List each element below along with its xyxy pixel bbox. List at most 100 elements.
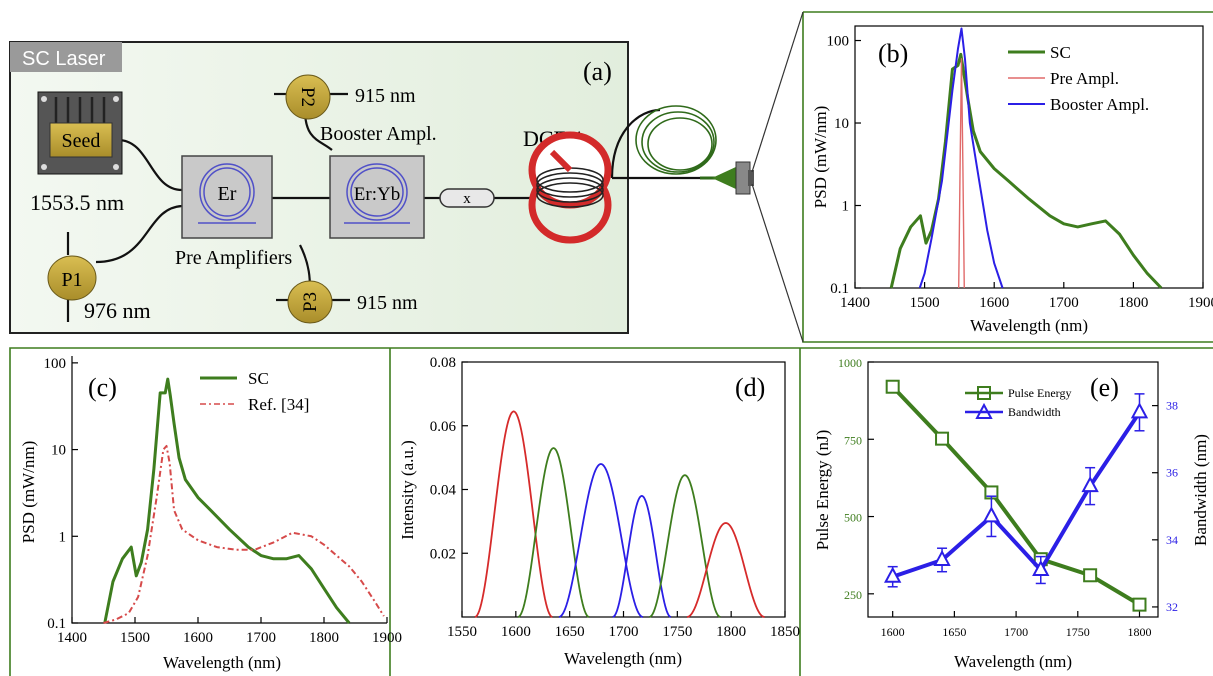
spectrum-line-1 xyxy=(474,410,553,618)
p2-label: P2 xyxy=(297,87,318,107)
pre-amplifiers-label: Pre Amplifiers xyxy=(175,247,292,269)
spectrum-line-6 xyxy=(686,522,765,618)
legend-sc: SC xyxy=(1050,43,1071,62)
marker-square xyxy=(935,431,950,446)
x-tick-label: 1700 xyxy=(1004,625,1028,639)
screw-icon xyxy=(41,96,47,102)
series-line-pre-ampl- xyxy=(958,58,965,289)
y-tick-label: 0.1 xyxy=(830,281,849,297)
x-tick-label: 1600 xyxy=(183,630,213,646)
series-line-bandwidth xyxy=(892,411,1142,579)
zoom-line-top xyxy=(751,11,804,173)
marker-square xyxy=(1132,597,1147,612)
x-tick-label: 1600 xyxy=(881,625,905,639)
x-tick-label: 1700 xyxy=(609,624,639,640)
y-tick-label: 0.1 xyxy=(47,616,66,632)
p2-wavelength: 915 nm xyxy=(355,85,416,107)
marker-triangle xyxy=(1032,559,1050,577)
chart-e-xlabel: Wavelength (nm) xyxy=(954,652,1072,671)
chart-b-axes-box xyxy=(854,25,1204,289)
lower-frame xyxy=(9,347,1213,676)
legend-pre-ampl: Pre Ampl. xyxy=(1050,69,1119,88)
chart-b-ylabel: PSD (mW/nm) xyxy=(811,106,830,208)
marker-triangle xyxy=(933,549,951,566)
series-line-pulse-energy xyxy=(891,385,1141,607)
x-tick-label: 1700 xyxy=(1049,295,1079,311)
booster-label: Booster Ampl. xyxy=(320,123,437,145)
collimator xyxy=(712,166,738,190)
y-tick-label: 0.02 xyxy=(430,546,456,562)
x-tick-label: 1650 xyxy=(555,624,585,640)
p1-wavelength: 976 nm xyxy=(84,298,151,323)
sc-laser-title-box xyxy=(10,42,122,72)
panel-a-label: (a) xyxy=(583,57,612,86)
chart-d-ylabel: Intensity (a.u.) xyxy=(398,440,417,540)
marker-square xyxy=(885,379,900,394)
series-line-ref-34- xyxy=(103,444,385,624)
screw-icon xyxy=(41,164,47,170)
p3-label: P3 xyxy=(300,292,321,312)
y-tick-label: 500 xyxy=(844,511,862,525)
x-tick-label: 1500 xyxy=(120,630,150,646)
panel-a: SC Laser (a) Seed xyxy=(9,41,754,334)
x-tick-label: 1600 xyxy=(979,295,1009,311)
dcf-spool xyxy=(528,131,612,244)
seed-label: Seed xyxy=(62,130,101,152)
seed-wavelength: 1553.5 nm xyxy=(30,190,124,215)
y2-tick-label: 36 xyxy=(1166,466,1178,480)
y-tick-label: 1 xyxy=(59,529,67,545)
x-tick-label: 1700 xyxy=(246,630,276,646)
x-tick-label: 1750 xyxy=(662,624,692,640)
x-tick-label: 1650 xyxy=(942,625,966,639)
y2-tick-label: 34 xyxy=(1166,533,1178,547)
panel-d-label: (d) xyxy=(735,373,765,402)
x-tick-label: 1400 xyxy=(840,295,870,311)
chart-e-legend: Pulse Energy Bandwidth xyxy=(965,386,1071,419)
series-line-booster-ampl- xyxy=(918,27,1004,289)
marker-triangle xyxy=(1081,476,1099,493)
chart-c-xlabel: Wavelength (nm) xyxy=(163,653,281,672)
pump-p3 xyxy=(287,280,333,324)
y-tick-label: 1 xyxy=(842,199,850,215)
x-tick-label: 1400 xyxy=(57,630,87,646)
legend-pulse-energy: Pulse Energy xyxy=(1008,386,1071,400)
zoom-line-bottom xyxy=(751,183,804,343)
chart-d-xlabel: Wavelength (nm) xyxy=(564,649,682,668)
sc-laser-title: SC Laser xyxy=(22,48,106,70)
marker-triangle xyxy=(1130,402,1149,419)
x-tick-label: 1550 xyxy=(447,624,477,640)
x-tick-label: 1800 xyxy=(1118,295,1148,311)
pump-p2 xyxy=(285,74,331,120)
x-tick-label: 1800 xyxy=(716,624,746,640)
panel-b-frame xyxy=(802,11,1213,343)
marker-triangle xyxy=(884,566,902,583)
er-label: Er xyxy=(218,183,237,205)
series-line-sc xyxy=(103,377,351,624)
x-tick-label: 1800 xyxy=(309,630,339,646)
chart-c-ylabel: PSD (mW/nm) xyxy=(19,441,38,543)
screw-icon xyxy=(113,164,119,170)
y-tick-label: 0.04 xyxy=(430,483,457,499)
chart-e: (e) 1600 1650 1700 1750 1800 250 500 750 1000 32 3… xyxy=(813,356,1210,671)
y-tick-label: 10 xyxy=(834,116,849,132)
y2-tick-label: 38 xyxy=(1166,399,1178,413)
legend-bandwidth: Bandwidth xyxy=(1008,405,1061,419)
chart-c-legend: SC Ref. [34] xyxy=(200,369,309,414)
chart-c-axes xyxy=(71,356,387,624)
legend-ref34: Ref. [34] xyxy=(248,395,309,414)
x-tick-label: 1900 xyxy=(1188,295,1213,311)
panel-c-label: (c) xyxy=(88,373,117,402)
y-tick-label: 100 xyxy=(827,34,850,50)
p1-label: P1 xyxy=(61,269,82,291)
isolator-label: x xyxy=(463,191,471,207)
spectrum-line-2 xyxy=(517,447,590,618)
spectrum-line-5 xyxy=(649,474,721,618)
x-tick-label: 1850 xyxy=(770,624,800,640)
marker-triangle xyxy=(982,506,1001,523)
chart-c: (c) 1400 1500 1600 1700 1800 1900 0.1 1 10 100 Wa… xyxy=(19,356,402,672)
isolator xyxy=(439,188,495,208)
chart-e-y2label: Bandwidth (nm) xyxy=(1191,434,1210,546)
x-tick-label: 1750 xyxy=(1066,625,1090,639)
marker-square xyxy=(1083,568,1098,583)
